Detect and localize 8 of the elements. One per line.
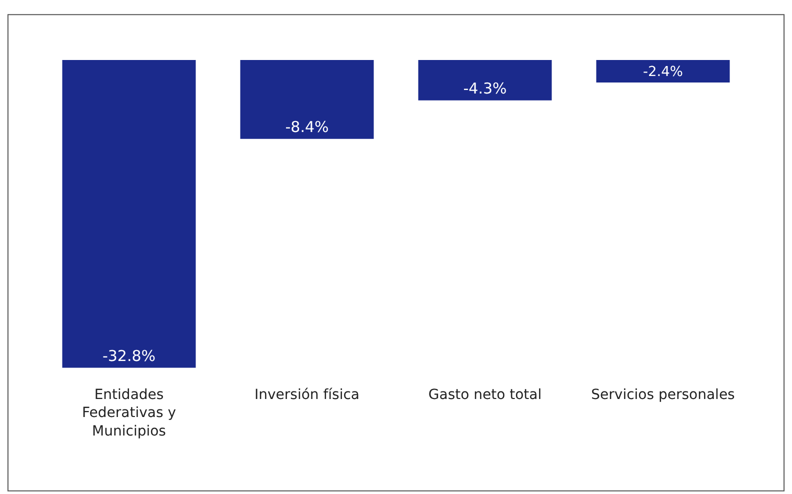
data-label: -2.4% xyxy=(643,64,683,80)
x-tick-label: Inversión física xyxy=(254,387,360,403)
data-label: -32.8% xyxy=(102,346,156,365)
data-label: -4.3% xyxy=(463,79,507,98)
x-tick-label: Servicios personales xyxy=(591,387,735,403)
x-tick-label: Entidades Federativas y Municipios xyxy=(82,387,176,440)
x-tick-label: Gasto neto total xyxy=(428,387,542,403)
data-label: -8.4% xyxy=(285,118,329,136)
